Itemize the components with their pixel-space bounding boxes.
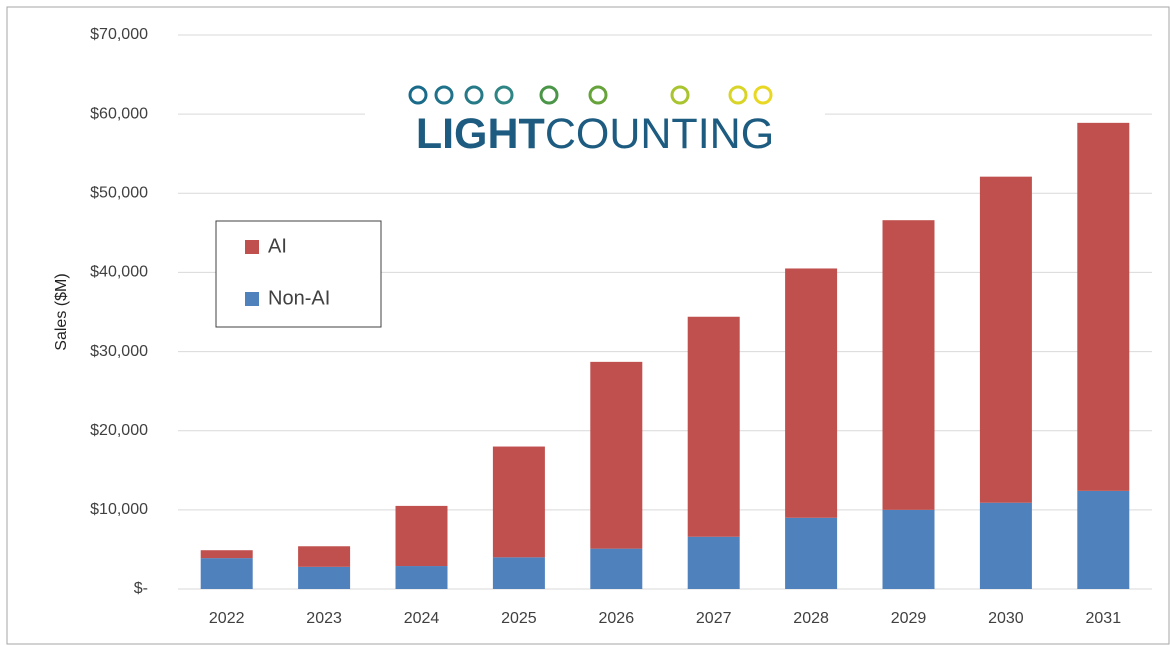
x-tick-label: 2022 (209, 610, 245, 627)
x-tick-label: 2025 (501, 610, 537, 627)
logo-dot (408, 85, 428, 105)
x-tick-label: 2031 (1086, 610, 1122, 627)
bar-segment (200, 558, 253, 589)
bar-segment (785, 517, 838, 589)
logo-dot (588, 85, 608, 105)
logo-text: LIGHTCOUNTING (416, 110, 774, 158)
logo-dot (753, 85, 773, 105)
logo-dot (539, 85, 559, 105)
legend-swatch (245, 292, 259, 306)
y-tick-label: $40,000 (90, 264, 148, 281)
bar-segment (492, 446, 545, 558)
x-tick-label: 2026 (599, 610, 635, 627)
legend-label: Non-AI (268, 287, 330, 309)
bar-segment (590, 361, 643, 549)
y-tick-label: $10,000 (90, 501, 148, 518)
legend-label: AI (268, 235, 287, 257)
y-tick-label: $70,000 (90, 26, 148, 43)
bar-segment (785, 268, 838, 518)
bar-segment (298, 546, 351, 567)
x-tick-label: 2030 (988, 610, 1024, 627)
bar-segment (687, 316, 740, 537)
logo-dot (464, 85, 484, 105)
logo-bold: LIGHT (416, 110, 545, 158)
y-tick-label: $50,000 (90, 185, 148, 202)
legend-swatch (245, 240, 259, 254)
bar-segment (298, 566, 351, 589)
logo-regular: COUNTING (545, 110, 774, 158)
x-tick-label: 2028 (793, 610, 829, 627)
y-axis-label: Sales ($M) (53, 273, 70, 350)
logo-dot (494, 85, 514, 105)
bar-segment (687, 536, 740, 589)
logo-dot (434, 85, 454, 105)
legend-box (215, 220, 382, 328)
bar-segment (979, 502, 1032, 589)
bar-segment (1077, 122, 1130, 491)
y-tick-label: $- (134, 580, 148, 597)
y-tick-label: $30,000 (90, 343, 148, 360)
logo-dot (728, 85, 748, 105)
y-tick-label: $20,000 (90, 422, 148, 439)
bar-segment (200, 550, 253, 559)
bar-segment (395, 566, 448, 589)
x-tick-label: 2024 (404, 610, 440, 627)
bar-segment (979, 176, 1032, 503)
bar-segment (882, 509, 935, 589)
x-tick-label: 2027 (696, 610, 732, 627)
y-tick-label: $60,000 (90, 105, 148, 122)
bar-segment (395, 505, 448, 567)
logo-dot (670, 85, 690, 105)
x-tick-label: 2029 (891, 610, 927, 627)
bar-segment (492, 557, 545, 589)
x-tick-label: 2023 (306, 610, 342, 627)
bar-segment (882, 220, 935, 510)
chart-frame (6, 6, 1170, 645)
bar-segment (590, 548, 643, 589)
bar-segment (1077, 490, 1130, 589)
